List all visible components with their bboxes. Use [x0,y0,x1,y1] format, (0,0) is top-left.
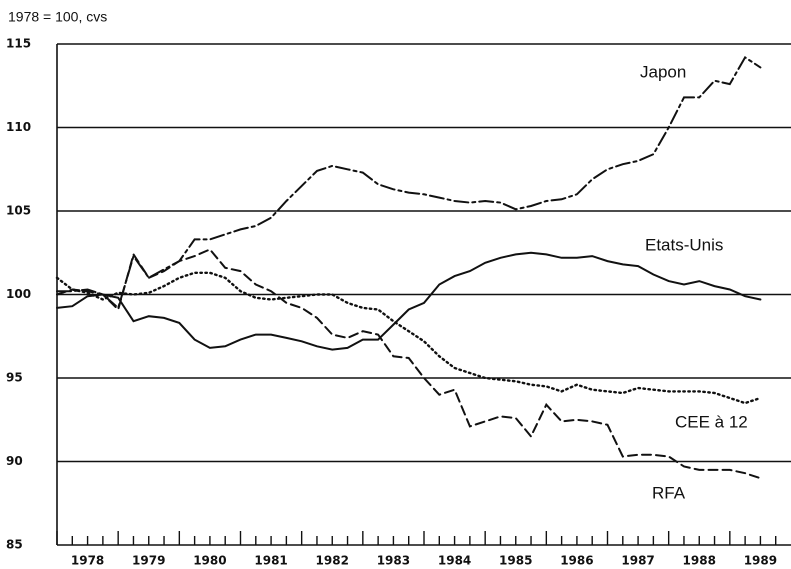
y-tick-label: 105 [6,204,31,218]
x-tick-label: 1979 [132,554,165,568]
x-tick-label: 1981 [254,554,287,568]
x-tick-label: 1982 [316,554,349,568]
y-tick-label: 85 [6,538,23,552]
series-label: RFA [652,483,686,502]
x-tick-label: 1978 [71,554,104,568]
x-tick-label: 1988 [683,554,716,568]
x-tick-label: 1989 [744,554,777,568]
y-tick-label: 110 [6,120,31,134]
x-tick-label: 1980 [193,554,226,568]
series-line [55,271,762,405]
series-label: CEE à 12 [675,412,748,431]
y-tick-label: 95 [6,371,23,385]
series-line [56,251,762,351]
y-axis-label: 1978 = 100, cvs [8,9,107,25]
series-line [56,248,762,480]
y-tick-label: 90 [6,454,23,468]
y-tick-label: 100 [6,287,31,301]
x-tick-label: 1984 [438,554,471,568]
x-tick-label: 1986 [560,554,593,568]
series-line [56,55,762,310]
series-label: Japon [640,62,686,81]
x-tick-label: 1987 [621,554,654,568]
y-tick-label: 115 [6,37,31,51]
x-tick-label: 1983 [377,554,410,568]
x-tick-label: 1985 [499,554,532,568]
series-label: Etats-Unis [645,235,723,254]
